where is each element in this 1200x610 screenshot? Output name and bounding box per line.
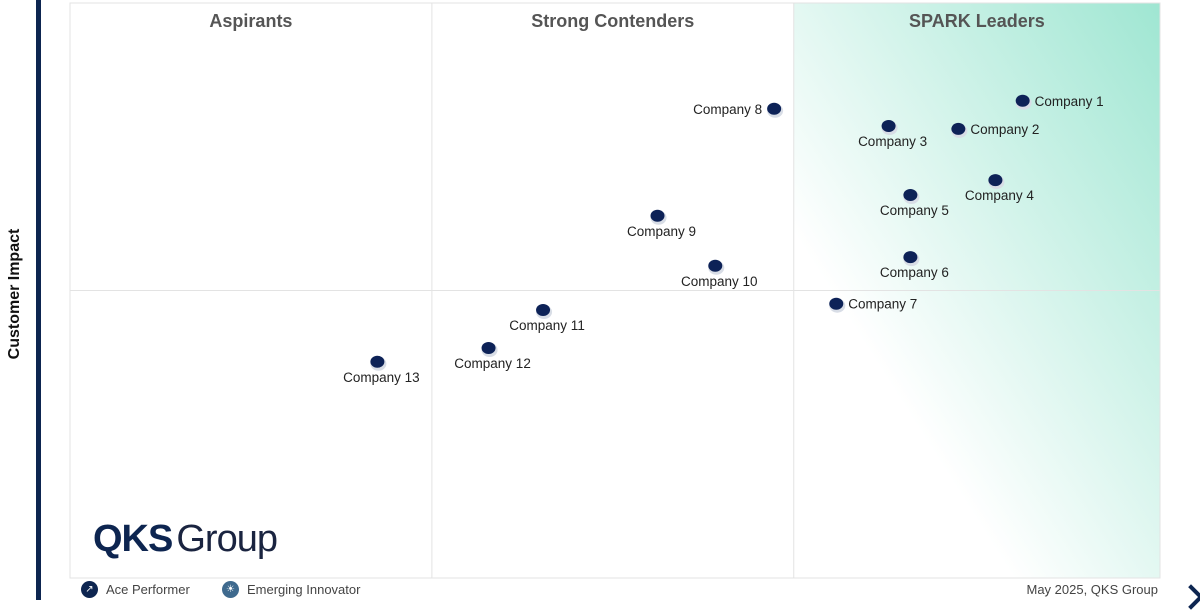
data-point	[903, 189, 918, 202]
data-point	[951, 122, 966, 135]
legend-ace-performer: ↗ Ace Performer	[81, 581, 190, 598]
source-note: May 2025, QKS Group	[1026, 582, 1158, 597]
point-label: Company 10	[681, 274, 758, 289]
lightbulb-icon: ☀	[222, 581, 239, 598]
point-label: Company 3	[858, 134, 927, 149]
data-point	[988, 174, 1003, 187]
data-point	[903, 251, 918, 264]
y-axis-bar	[36, 0, 41, 600]
point-label: Company 9	[627, 224, 696, 239]
quadrant-title: Aspirants	[209, 11, 292, 31]
point-label: Company 13	[343, 370, 420, 385]
quadrant-title: SPARK Leaders	[909, 11, 1045, 31]
point-label: Company 2	[970, 122, 1039, 137]
legend-label: Emerging Innovator	[247, 582, 361, 597]
data-point	[1015, 94, 1030, 107]
data-point	[536, 304, 551, 317]
data-point	[650, 209, 665, 222]
data-point	[829, 297, 844, 310]
point-label: Company 11	[509, 318, 585, 333]
data-point	[481, 342, 496, 354]
data-point	[370, 355, 385, 368]
point-label: Company 7	[848, 297, 917, 312]
point-label: Company 12	[454, 356, 531, 371]
trend-up-icon: ↗	[81, 581, 98, 598]
legend-emerging-innovator: ☀ Emerging Innovator	[222, 581, 360, 598]
point-label: Company 4	[965, 188, 1035, 203]
point-label: Company 1	[1035, 94, 1104, 109]
legend-label: Ace Performer	[106, 582, 190, 597]
point-label: Company 5	[880, 203, 949, 218]
logo-rest: Group	[176, 518, 278, 560]
point-label: Company 6	[880, 265, 949, 280]
logo-bold: QKS	[93, 518, 173, 560]
data-point	[767, 102, 782, 115]
point-label: Company 8	[693, 102, 762, 117]
qks-group-logo: QKS Group	[93, 518, 278, 561]
data-point	[708, 259, 723, 272]
quadrant-title: Strong Contenders	[531, 11, 694, 31]
data-point	[881, 120, 896, 133]
